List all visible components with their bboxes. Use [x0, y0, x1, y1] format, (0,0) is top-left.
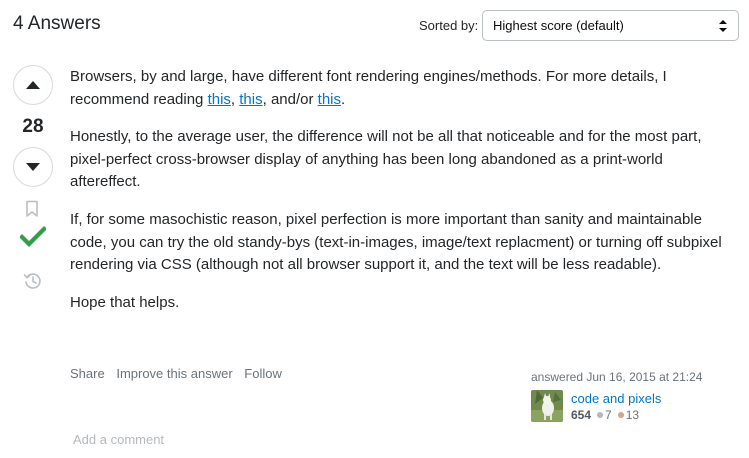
user-card: answered Jun 16, 2015 at 21:24 code and …	[531, 370, 731, 422]
vote-score: 28	[22, 116, 44, 137]
arrow-down-icon	[26, 163, 40, 171]
link-this-1[interactable]: this	[207, 90, 231, 108]
paragraph-text: Browsers, by and large, have different f…	[70, 68, 667, 108]
sort-select-value: Highest score (default)	[493, 18, 624, 33]
sorted-by-label: Sorted by:	[419, 18, 479, 33]
answered-time: answered Jun 16, 2015 at 21:24	[531, 370, 703, 384]
answers-count-heading: 4 Answers	[13, 13, 101, 34]
select-arrows-icon	[719, 20, 727, 32]
follow-link[interactable]: Follow	[244, 366, 282, 381]
link-this-3[interactable]: this	[317, 90, 341, 108]
period-text: .	[341, 90, 346, 108]
bronze-badge-count: 13	[625, 408, 640, 422]
answer-paragraph-4: Hope that helps.	[70, 293, 180, 311]
silver-badge-count: 7	[605, 408, 612, 422]
post-menu: Share Improve this answer Follow	[70, 366, 290, 381]
separator-text: , and/or	[262, 90, 318, 108]
answers-header: 4 Answers Sorted by: Highest score (defa…	[0, 0, 749, 50]
upvote-button[interactable]	[13, 65, 53, 105]
avatar[interactable]	[531, 390, 563, 422]
bronze-badge-icon	[617, 412, 624, 419]
user-name-link[interactable]: code and pixels	[571, 391, 662, 406]
arrow-up-icon	[26, 81, 40, 89]
improve-answer-link[interactable]: Improve this answer	[116, 366, 233, 381]
separator-text: ,	[230, 90, 240, 108]
sort-select[interactable]: Highest score (default)	[482, 10, 739, 41]
answer-paragraph-2: Honestly, to the average user, the diffe…	[70, 128, 702, 191]
reputation-score: 654	[571, 408, 592, 422]
answer-body: Browsers, by and large, have different f…	[70, 66, 730, 329]
share-link[interactable]: Share	[70, 366, 105, 381]
history-icon[interactable]	[23, 271, 43, 291]
answer-paragraph-1: Browsers, by and large, have different f…	[70, 66, 730, 111]
link-this-2[interactable]: this	[239, 90, 263, 108]
user-stats: 654 7 13	[571, 408, 643, 422]
add-comment-link[interactable]: Add a comment	[73, 432, 165, 447]
accepted-check-icon	[20, 226, 46, 247]
downvote-button[interactable]	[13, 147, 53, 187]
bookmark-icon[interactable]	[25, 200, 39, 218]
avatar-image	[531, 390, 563, 422]
silver-badge-icon	[597, 412, 604, 419]
answer-paragraph-3: If, for some masochistic reason, pixel p…	[70, 210, 722, 274]
